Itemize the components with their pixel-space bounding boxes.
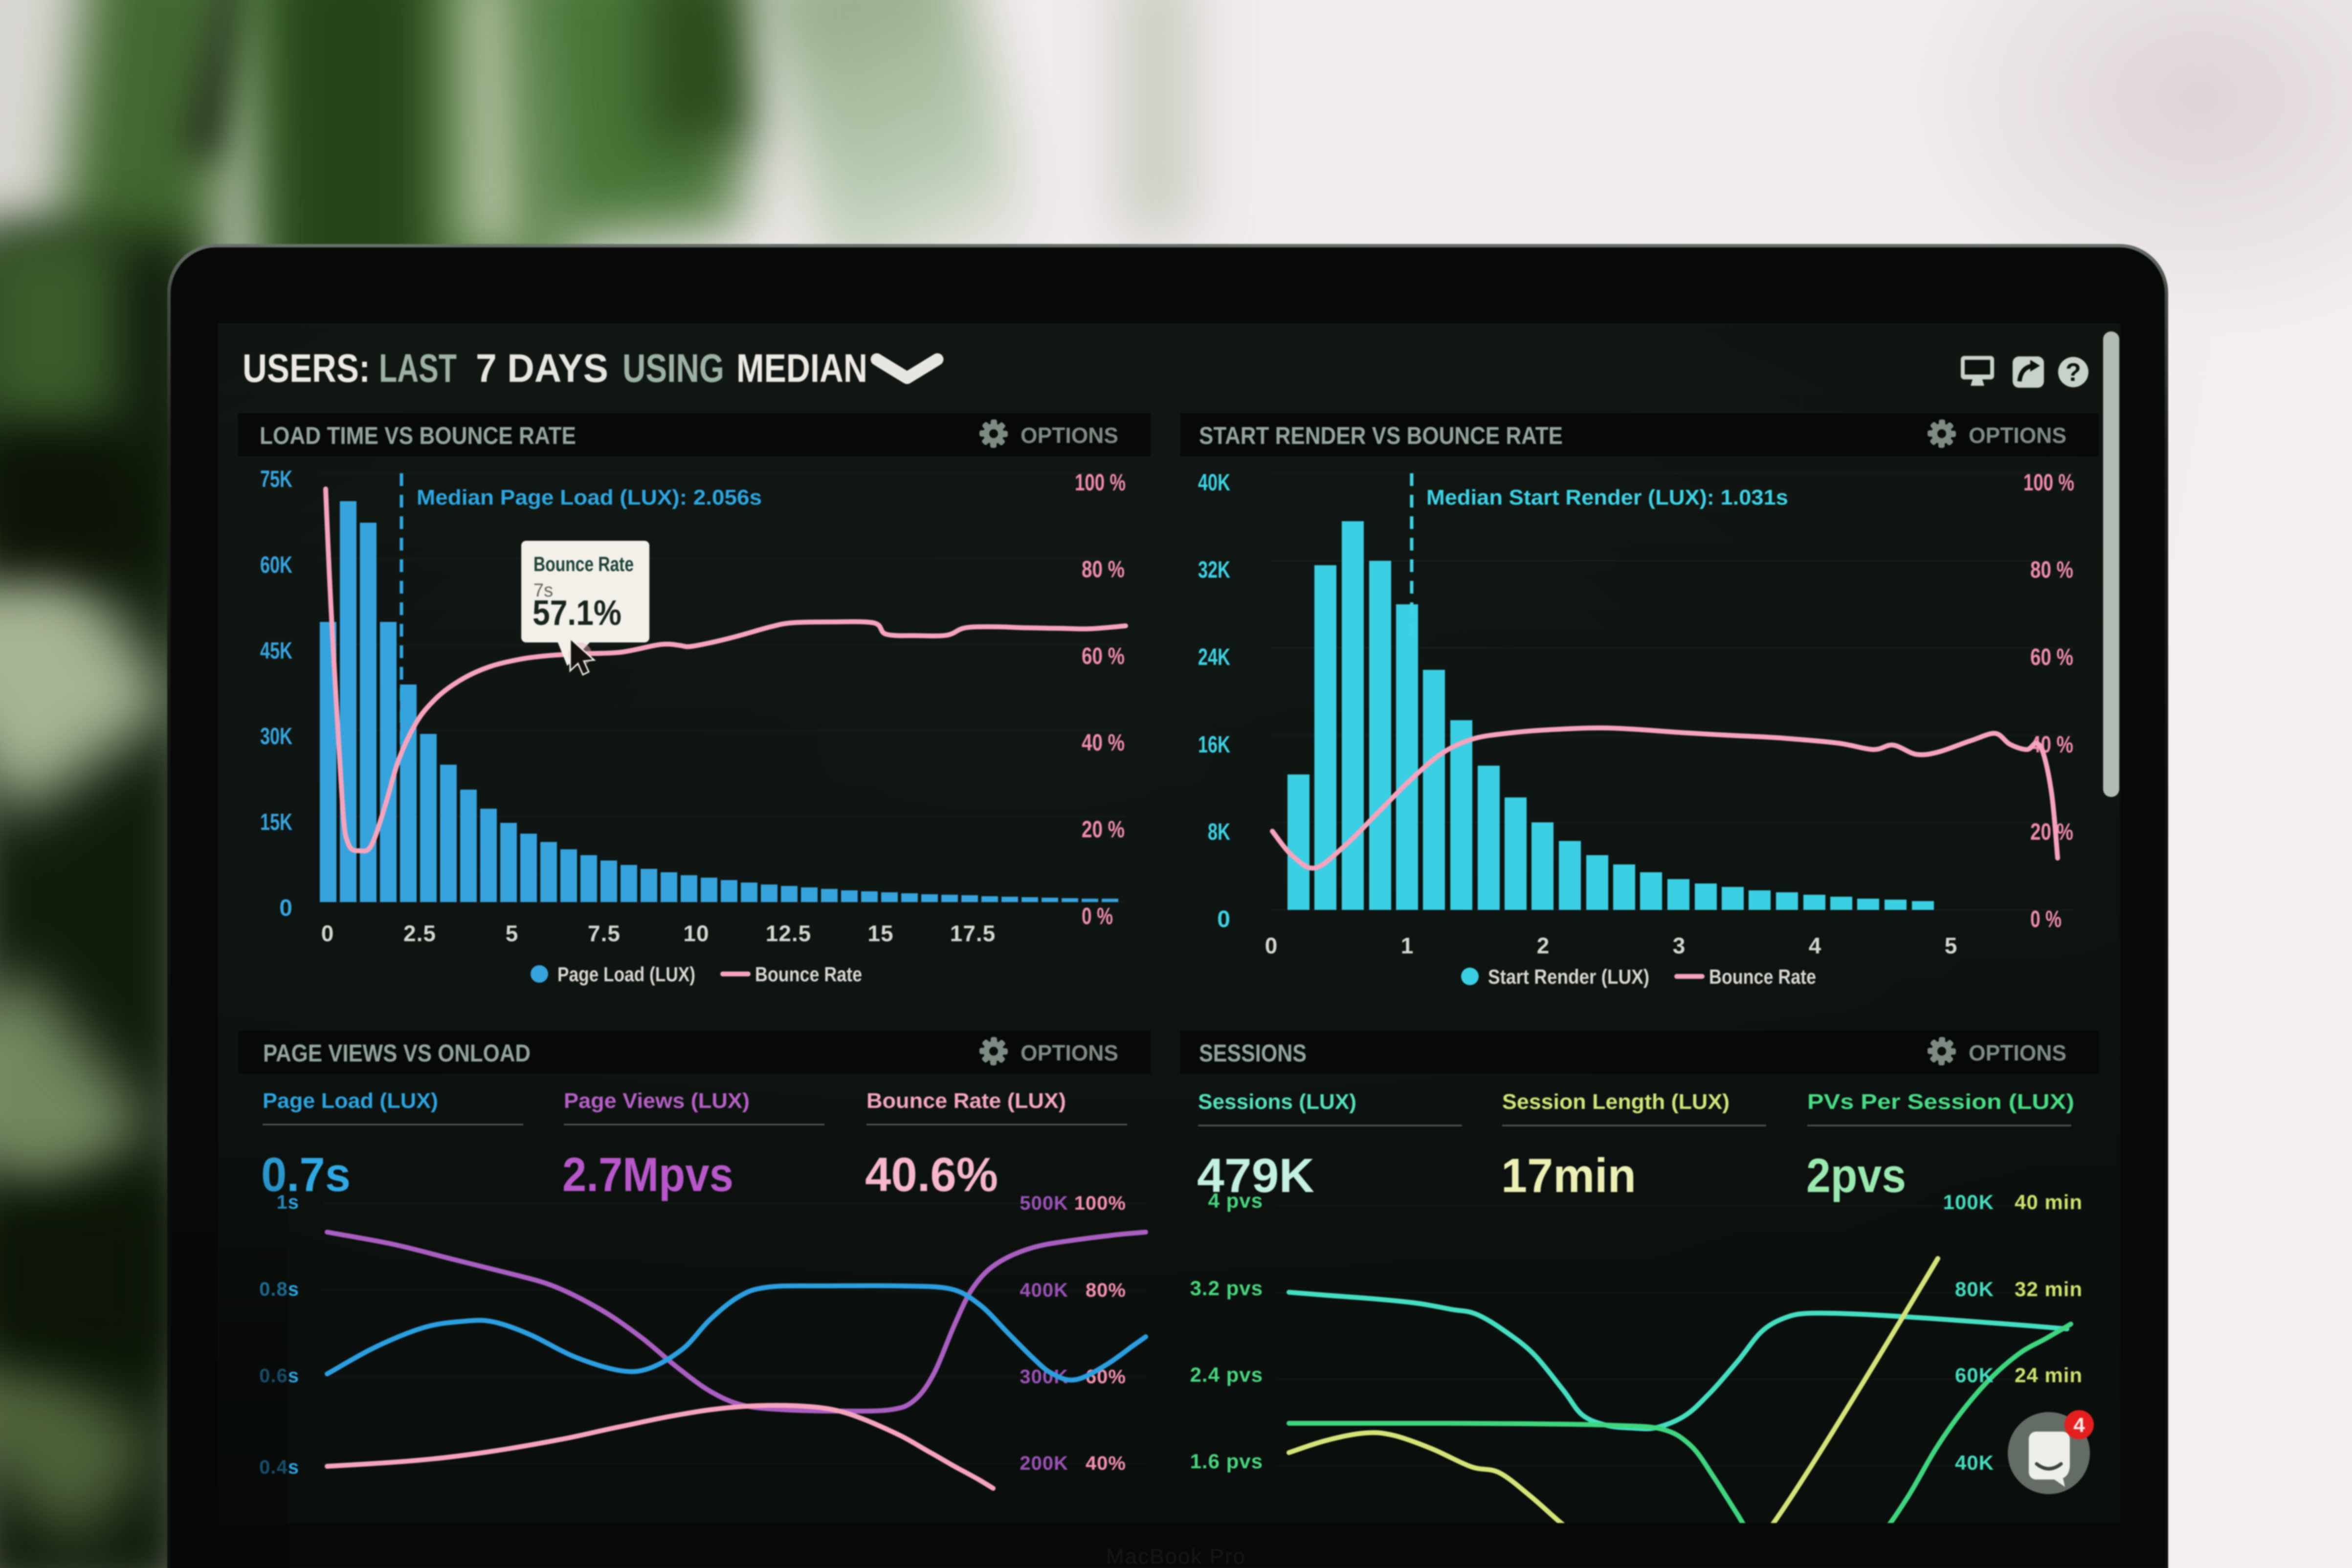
svg-text:Bounce Rate: Bounce Rate: [1709, 965, 1816, 988]
svg-text:0: 0: [321, 921, 334, 946]
svg-text:20 %: 20 %: [1082, 817, 1125, 843]
svg-text:2.7Mpvs: 2.7Mpvs: [562, 1148, 733, 1201]
svg-text:7 DAYS: 7 DAYS: [476, 346, 608, 391]
svg-text:5: 5: [1945, 933, 1958, 958]
svg-text:400K: 400K: [1020, 1280, 1068, 1301]
svg-text:1: 1: [1401, 933, 1414, 958]
svg-text:75K: 75K: [260, 466, 292, 492]
svg-text:Median Page Load (LUX): 2.056s: Median Page Load (LUX): 2.056s: [417, 486, 762, 509]
svg-text:2pvs: 2pvs: [1806, 1148, 1906, 1202]
svg-text:LAST: LAST: [379, 346, 457, 391]
svg-text:45K: 45K: [260, 638, 292, 664]
svg-text:Session Length (LUX): Session Length (LUX): [1502, 1090, 1730, 1114]
svg-text:2.4 pvs: 2.4 pvs: [1190, 1363, 1263, 1386]
svg-text:0: 0: [1217, 906, 1230, 932]
svg-text:4 pvs: 4 pvs: [1208, 1189, 1263, 1212]
svg-text:0: 0: [1265, 933, 1278, 958]
svg-text:Page Load (LUX): Page Load (LUX): [557, 963, 695, 986]
svg-text:12.5: 12.5: [766, 921, 812, 946]
svg-text:17.5: 17.5: [950, 921, 996, 946]
svg-text:100 %: 100 %: [2023, 470, 2074, 496]
svg-text:60 %: 60 %: [1082, 643, 1125, 669]
svg-text:8K: 8K: [1208, 819, 1230, 845]
svg-text:15: 15: [867, 921, 893, 946]
svg-text:PAGE VIEWS VS ONLOAD: PAGE VIEWS VS ONLOAD: [263, 1039, 531, 1067]
svg-text:10: 10: [683, 921, 709, 946]
svg-text:3.2 pvs: 3.2 pvs: [1190, 1277, 1263, 1300]
svg-text:24K: 24K: [1198, 644, 1230, 670]
svg-text:Median Start Render (LUX): 1.0: Median Start Render (LUX): 1.031s: [1426, 486, 1788, 509]
svg-text:500K: 500K: [1020, 1193, 1068, 1214]
svg-text:2.5: 2.5: [403, 921, 436, 946]
svg-text:Page Load (LUX): Page Load (LUX): [263, 1089, 438, 1113]
svg-text:1.6 pvs: 1.6 pvs: [1190, 1450, 1263, 1473]
svg-text:USING: USING: [622, 346, 724, 391]
svg-text:40 %: 40 %: [1082, 730, 1125, 756]
svg-text:60K: 60K: [1955, 1364, 1994, 1387]
svg-text:100K: 100K: [1943, 1191, 1994, 1214]
svg-text:Bounce Rate (LUX): Bounce Rate (LUX): [866, 1089, 1066, 1113]
svg-text:MacBook Pro: MacBook Pro: [1106, 1545, 1246, 1568]
svg-text:Page Views (LUX): Page Views (LUX): [564, 1089, 750, 1113]
svg-text:0 %: 0 %: [2030, 906, 2062, 932]
svg-text:60%: 60%: [1086, 1366, 1126, 1388]
svg-text:200K: 200K: [1020, 1453, 1068, 1474]
svg-text:80K: 80K: [1955, 1278, 1994, 1301]
svg-text:40K: 40K: [1198, 470, 1230, 496]
svg-text:40K: 40K: [1955, 1451, 1994, 1474]
svg-text:OPTIONS: OPTIONS: [1969, 423, 2066, 448]
svg-text:40.6%: 40.6%: [865, 1148, 998, 1201]
svg-text:2: 2: [1537, 933, 1550, 958]
svg-text:0 %: 0 %: [1082, 904, 1113, 929]
svg-text:57.1%: 57.1%: [533, 594, 621, 633]
svg-text:SESSIONS: SESSIONS: [1199, 1039, 1307, 1067]
svg-text:7.5: 7.5: [588, 921, 621, 946]
svg-text:32 min: 32 min: [2015, 1278, 2083, 1301]
svg-text:OPTIONS: OPTIONS: [1021, 1040, 1118, 1065]
svg-text:Start Render (LUX): Start Render (LUX): [1488, 965, 1649, 988]
svg-text:7s: 7s: [533, 580, 553, 601]
svg-text:OPTIONS: OPTIONS: [1021, 423, 1118, 448]
svg-text:?: ?: [2065, 358, 2081, 387]
svg-text:4: 4: [2073, 1413, 2085, 1436]
svg-text:MEDIAN: MEDIAN: [736, 346, 867, 391]
svg-text:30K: 30K: [260, 724, 292, 750]
svg-text:479K: 479K: [1197, 1148, 1314, 1202]
svg-text:5: 5: [506, 921, 519, 946]
svg-text:100%: 100%: [1074, 1193, 1126, 1214]
svg-text:80 %: 80 %: [1082, 556, 1125, 582]
svg-text:40%: 40%: [1086, 1453, 1126, 1474]
svg-text:100 %: 100 %: [1075, 470, 1126, 496]
svg-text:20 %: 20 %: [2030, 819, 2073, 845]
svg-text:16K: 16K: [1198, 732, 1230, 758]
svg-text:40 min: 40 min: [2015, 1191, 2083, 1214]
svg-text:80%: 80%: [1086, 1280, 1126, 1301]
svg-text:USERS:: USERS:: [243, 346, 370, 391]
svg-text:Sessions (LUX): Sessions (LUX): [1198, 1090, 1356, 1114]
svg-text:4: 4: [1809, 933, 1822, 958]
svg-text:OPTIONS: OPTIONS: [1969, 1040, 2066, 1065]
svg-text:32K: 32K: [1198, 557, 1230, 583]
svg-text:START RENDER VS BOUNCE RATE: START RENDER VS BOUNCE RATE: [1199, 422, 1563, 449]
svg-text:Bounce Rate: Bounce Rate: [533, 552, 634, 575]
svg-text:PVs Per Session (LUX): PVs Per Session (LUX): [1807, 1090, 2074, 1114]
svg-text:60 %: 60 %: [2030, 644, 2073, 670]
svg-text:LOAD TIME VS BOUNCE RATE: LOAD TIME VS BOUNCE RATE: [260, 422, 576, 449]
svg-text:3: 3: [1673, 933, 1686, 958]
svg-text:80 %: 80 %: [2030, 557, 2073, 583]
svg-text:60K: 60K: [260, 552, 292, 578]
svg-text:24 min: 24 min: [2015, 1364, 2083, 1387]
svg-text:0: 0: [279, 895, 292, 921]
svg-text:15K: 15K: [260, 810, 292, 836]
svg-text:Bounce Rate: Bounce Rate: [755, 963, 862, 986]
svg-text:17min: 17min: [1501, 1148, 1636, 1202]
